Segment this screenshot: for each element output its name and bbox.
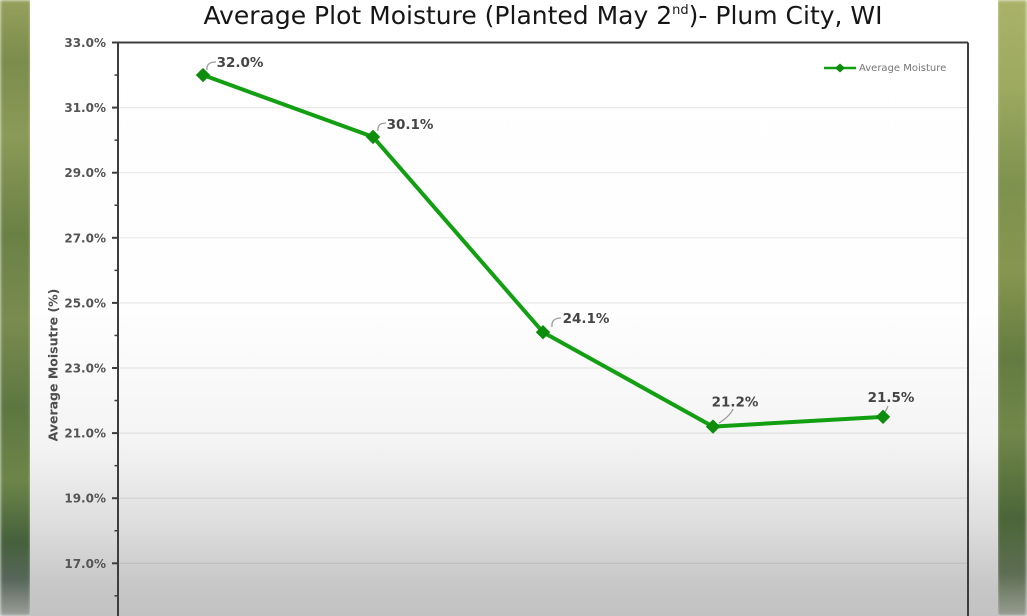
chart-title-prefix: Average Plot Moisture (Planted May 2	[203, 1, 673, 30]
y-tick-label: 19.0%	[64, 492, 106, 506]
data-point-label: 24.1%	[563, 311, 610, 327]
data-point-marker	[705, 419, 721, 434]
data-label-leader-line	[551, 317, 562, 328]
data-point-marker	[195, 67, 211, 83]
legend: Average Moisture	[824, 61, 946, 75]
data-label-leader-line	[884, 405, 889, 413]
chart-title: Average Plot Moisture (Planted May 2nd)-…	[118, 1, 968, 30]
data-label-leader-line	[718, 408, 734, 424]
data-label-leader-line	[206, 61, 217, 71]
y-tick-label: 21.0%	[64, 427, 106, 441]
y-tick-label: 33.0%	[64, 36, 106, 50]
chart-title-superscript: nd	[672, 3, 689, 18]
data-point-label: 32.0%	[217, 55, 264, 71]
data-point-marker	[365, 129, 381, 145]
series-line	[201, 73, 885, 429]
y-tick-label: 17.0%	[64, 557, 106, 571]
data-point-marker	[535, 324, 551, 340]
data-point-marker	[875, 409, 891, 425]
y-tick-label: 25.0%	[64, 296, 106, 310]
blurred-field-background-left	[0, 0, 31, 616]
chart-title-suffix: )- Plum City, WI	[688, 1, 883, 30]
y-tick-label: 29.0%	[64, 166, 106, 180]
y-tick-label: 27.0%	[64, 231, 106, 245]
data-point-label: 21.2%	[712, 395, 759, 411]
y-tick-label: 31.0%	[64, 101, 106, 115]
legend-series-label: Average Moisture	[859, 62, 947, 74]
y-tick-label: 23.0%	[64, 362, 106, 376]
data-point-label: 21.5%	[868, 390, 915, 406]
data-label-leader-line	[377, 122, 387, 132]
legend-marker-icon	[824, 63, 856, 73]
slide-background	[30, 0, 998, 616]
data-point-label: 30.1%	[387, 117, 434, 133]
blurred-field-background-right	[997, 0, 1027, 616]
